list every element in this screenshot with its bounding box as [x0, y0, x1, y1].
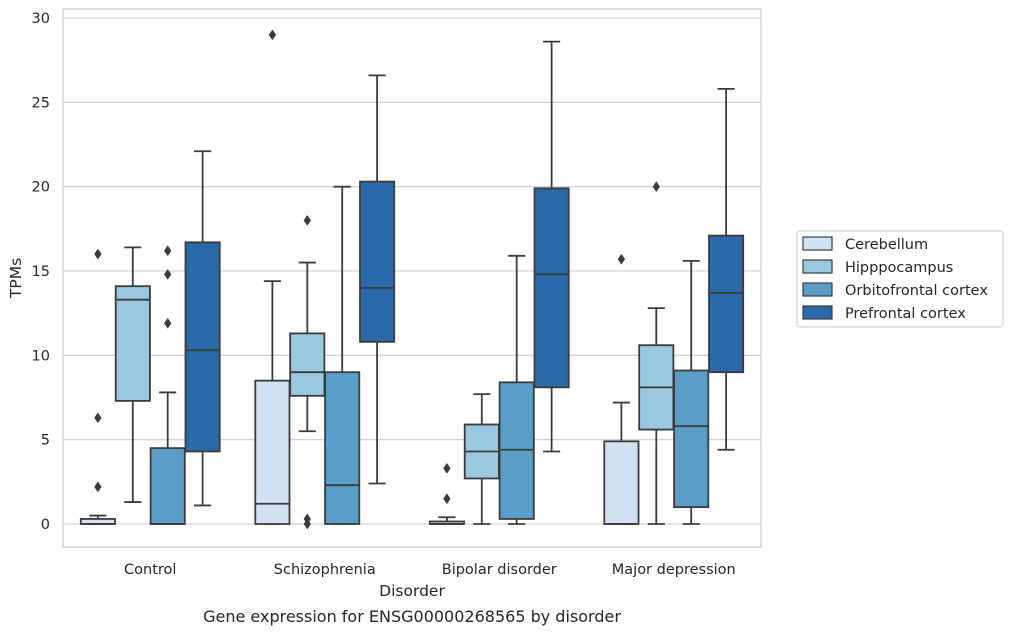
outlier-point	[443, 493, 451, 505]
legend-swatch	[802, 305, 833, 320]
box-0-1	[114, 246, 151, 503]
box-1-2	[324, 185, 361, 525]
box-iqr	[603, 440, 640, 525]
legend: Cerebellum Hipppocampus Orbitofrontal cort…	[796, 230, 1004, 328]
legend-swatch	[802, 236, 833, 251]
outlier-point	[303, 513, 312, 525]
box-iqr	[289, 332, 326, 397]
legend-label: Prefrontal cortex	[845, 306, 966, 322]
box-1-1	[289, 214, 326, 530]
outlier-point	[163, 268, 172, 280]
legend-label: Orbitofrontal cortex	[845, 283, 988, 299]
y-tick-labels: 0 5 10 15 20 25 30	[32, 11, 50, 533]
outlier-point	[94, 412, 102, 424]
plot-frame	[62, 8, 762, 548]
box-0-2	[149, 245, 186, 525]
outlier-point	[617, 253, 626, 265]
outlier-point	[94, 481, 102, 493]
outlier-point	[268, 29, 277, 41]
box-2-2	[498, 254, 535, 525]
x-tick-label: Control	[124, 562, 176, 578]
outlier-point	[303, 214, 312, 226]
legend-swatch	[802, 282, 833, 297]
outlier-point	[163, 317, 172, 329]
y-tick-label: 5	[41, 433, 50, 449]
outlier-point	[163, 245, 172, 257]
box-2-1	[463, 393, 500, 525]
x-tick-label: Major depression	[612, 562, 736, 578]
box-groups	[79, 29, 745, 530]
legend-label: Hipppocampus	[845, 260, 953, 276]
legend-frame	[796, 230, 1004, 328]
y-tick-label: 10	[32, 348, 50, 364]
y-tick-label: 30	[32, 11, 50, 27]
box-iqr	[359, 180, 396, 343]
box-iqr	[254, 379, 291, 525]
box-iqr	[673, 369, 710, 509]
box-3-3	[708, 87, 745, 451]
legend-swatch	[802, 259, 833, 274]
box-iqr	[184, 241, 221, 453]
legend-label: Cerebellum	[845, 237, 928, 253]
y-tick-label: 0	[41, 517, 50, 533]
outlier-point	[443, 462, 451, 474]
box-0-3	[184, 150, 221, 507]
x-tick-label: Schizophrenia	[274, 562, 376, 578]
box-iqr	[114, 285, 151, 402]
outlier-point	[94, 248, 102, 260]
outlier-point	[652, 181, 661, 193]
box-iqr	[533, 187, 570, 389]
box-1-3	[359, 74, 396, 485]
box-3-2	[673, 259, 710, 525]
box-2-3	[533, 40, 570, 453]
box-2-0	[428, 462, 465, 525]
box-iqr	[149, 447, 186, 525]
box-0-0	[79, 248, 116, 525]
box-iqr	[708, 234, 745, 374]
chart-caption: Gene expression for ENSG00000268565 by d…	[203, 607, 621, 626]
x-tick-labels: Control Schizophrenia Bipolar disorder Majo…	[124, 562, 736, 578]
box-3-0	[603, 253, 640, 525]
y-tick-label: 25	[32, 95, 50, 111]
y-tick-label: 15	[32, 264, 50, 280]
box-1-0	[254, 29, 291, 525]
y-tick-label: 20	[32, 180, 50, 196]
box-iqr	[324, 371, 361, 525]
x-axis-label: Disorder	[379, 582, 445, 600]
x-tick-label: Bipolar disorder	[442, 562, 557, 578]
y-axis-label: TPMs	[7, 258, 25, 299]
